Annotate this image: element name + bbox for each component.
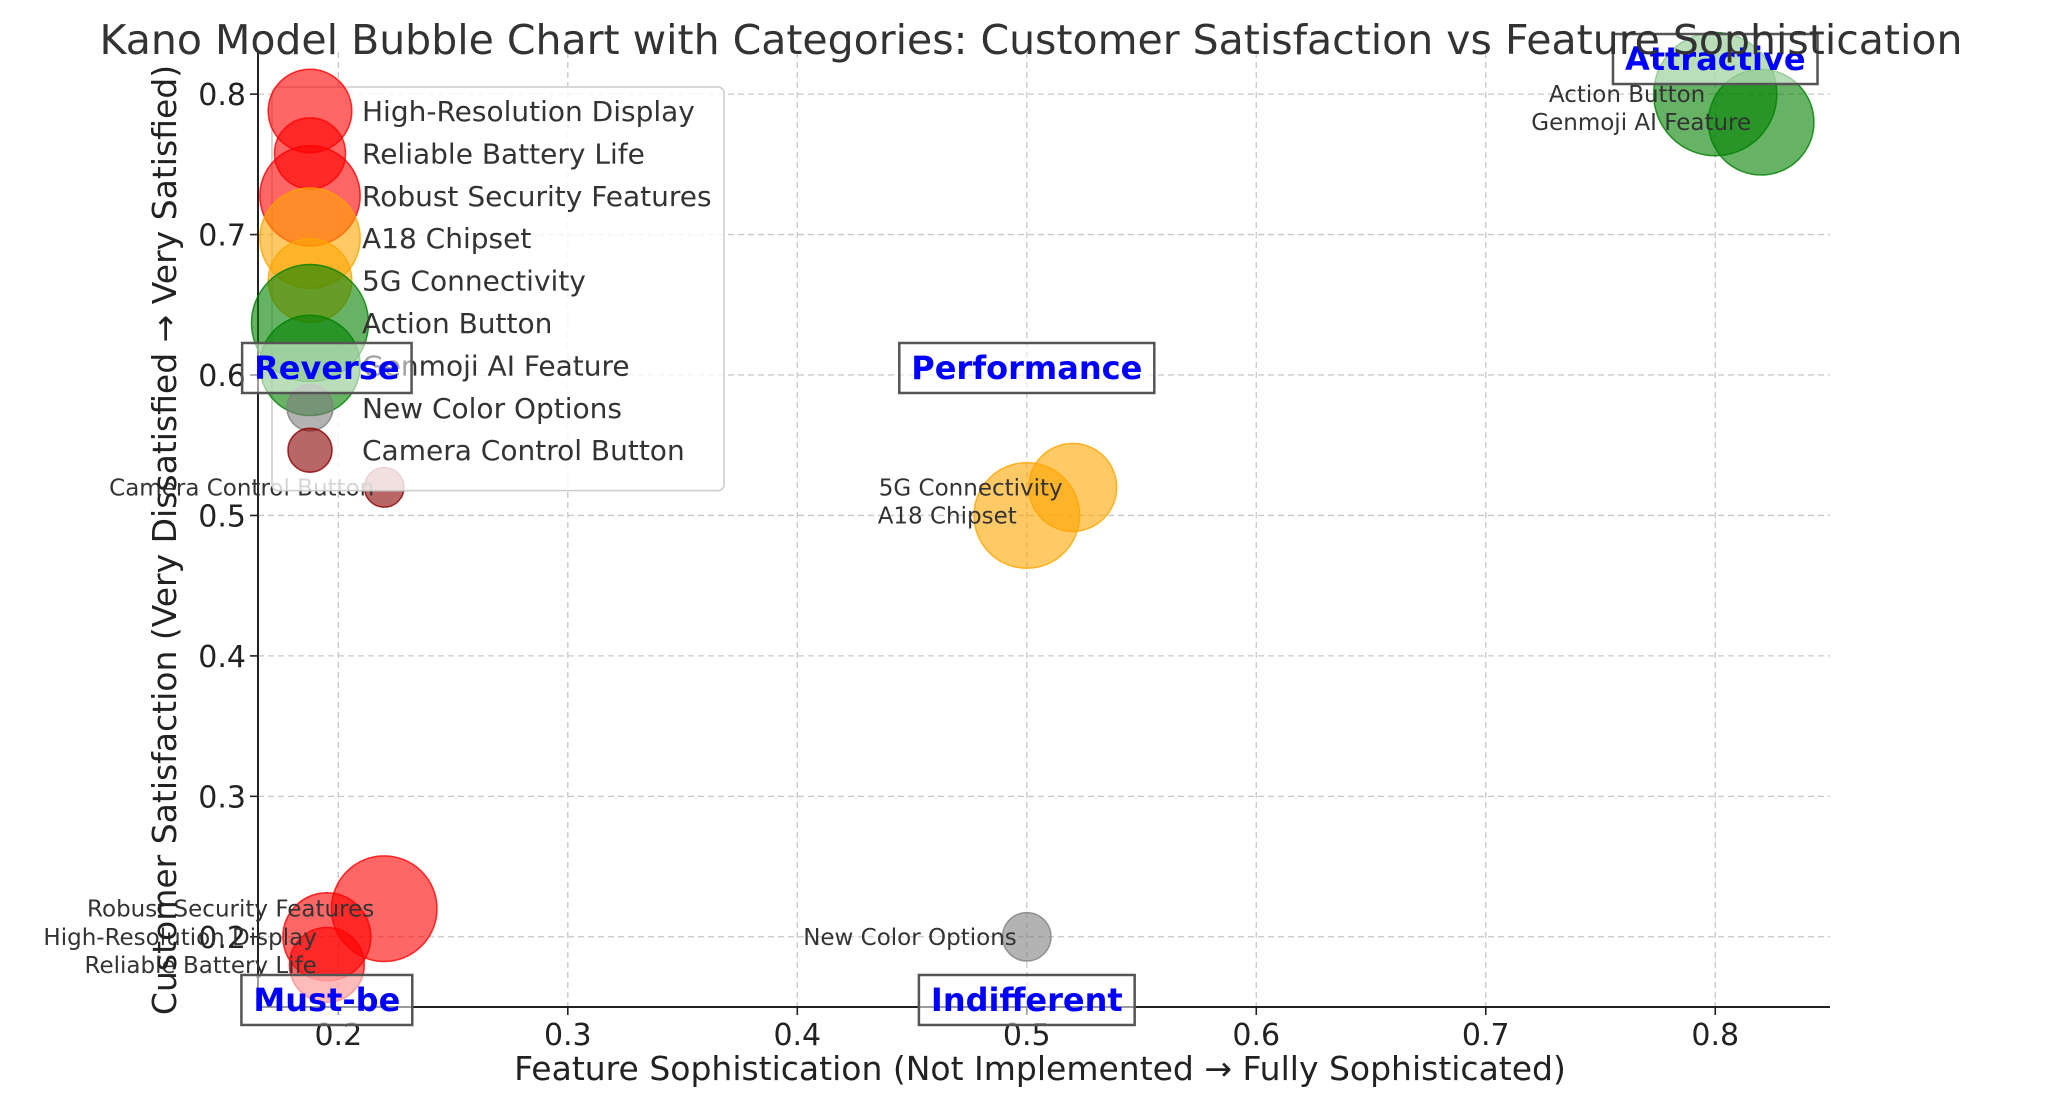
category-frame xyxy=(240,973,414,1027)
y-tick-label: 0.2 xyxy=(198,921,246,956)
category-frame xyxy=(240,341,413,395)
category-frame xyxy=(917,973,1136,1027)
point-label-robust-security-features: Robust Security Features xyxy=(87,897,374,923)
y-tick-label: 0.4 xyxy=(198,640,246,675)
bubble-robust-security-features xyxy=(330,855,438,963)
point-label-genmoji-ai-feature: Genmoji AI Feature xyxy=(1531,110,1751,136)
legend: High-Resolution Display Reliable Battery … xyxy=(250,68,725,492)
y-tick-label: 0.7 xyxy=(198,219,246,254)
x-tick-label: 0.3 xyxy=(544,1018,592,1053)
x-tick-label: 0.8 xyxy=(1691,1018,1739,1053)
bubble-new-color-options xyxy=(1001,911,1052,962)
legend-label-new-color-options: New Color Options xyxy=(362,392,622,425)
legend-label-robust-security-features: Robust Security Features xyxy=(362,180,712,213)
point-label-5g-connectivity: 5G Connectivity xyxy=(879,475,1063,501)
legend-label-camera-control-button: Camera Control Button xyxy=(362,434,685,467)
category-frame xyxy=(1611,32,1819,86)
category-label-reverse: Reverse xyxy=(254,349,399,387)
y-tick-label: 0.8 xyxy=(198,78,246,113)
point-label-high-resolution-display: High-Resolution Display xyxy=(43,925,316,951)
category-box-performance: Performance xyxy=(898,341,1156,395)
x-axis-label: Feature Sophistication (Not Implemented … xyxy=(514,1049,1566,1088)
category-label-must-be: Must-be xyxy=(253,981,400,1019)
x-tick-label: 0.4 xyxy=(773,1018,821,1053)
point-label-action-button: Action Button xyxy=(1549,82,1705,108)
point-label-a18-chipset: A18 Chipset xyxy=(878,503,1017,529)
ticks: 0.2 0.3 0.4 0.5 0.6 0.7 0.80.20.30.40.50.60.70… xyxy=(198,78,1739,1053)
point-label-new-color-options: New Color Options xyxy=(803,925,1017,951)
x-tick-label: 0.6 xyxy=(1232,1018,1280,1053)
chart-title: Kano Model Bubble Chart with Categories:… xyxy=(100,16,1963,64)
legend-label-action-button: Action Button xyxy=(362,307,552,340)
y-tick-label: 0.3 xyxy=(198,780,246,815)
category-frame xyxy=(898,341,1156,395)
y-tick-label: 0.5 xyxy=(198,499,246,534)
category-box-indifferent: Indifferent xyxy=(917,973,1136,1027)
legend-marker-camera-control-button xyxy=(287,427,333,473)
legend-label-a18-chipset: A18 Chipset xyxy=(362,222,531,255)
y-tick-label: 0.6 xyxy=(198,359,246,394)
bubble-5g-connectivity xyxy=(1027,442,1118,533)
category-label-attractive: Attractive xyxy=(1625,40,1806,78)
category-box-must-be: Must-be xyxy=(240,973,414,1027)
point-labels: High-Resolution Display Reliable Battery … xyxy=(43,82,1751,979)
category-label-indifferent: Indifferent xyxy=(931,981,1123,1019)
legend-label-high-resolution-display: High-Resolution Display xyxy=(362,95,695,128)
legend-label-5g-connectivity: 5G Connectivity xyxy=(362,265,586,298)
y-axis-label: Customer Satisfaction (Very Dissatisfied… xyxy=(145,65,184,1015)
x-tick-label: 0.7 xyxy=(1462,1018,1510,1053)
category-box-attractive: Attractive xyxy=(1611,32,1819,86)
category-boxes: Attractive Performance Reverse Must-be Indif… xyxy=(240,32,1819,1027)
category-label-performance: Performance xyxy=(911,349,1142,387)
category-box-reverse: Reverse xyxy=(240,341,413,395)
legend-label-reliable-battery-life: Reliable Battery Life xyxy=(362,137,645,170)
